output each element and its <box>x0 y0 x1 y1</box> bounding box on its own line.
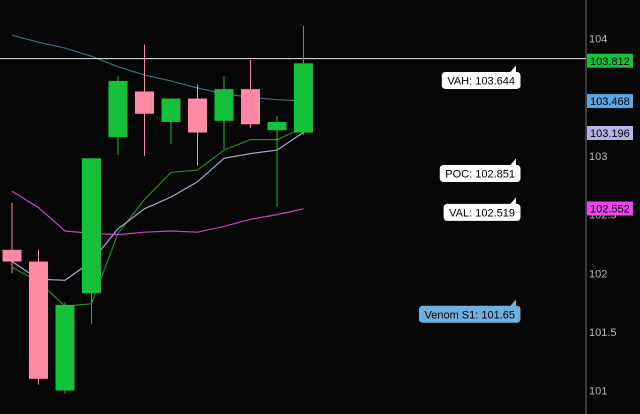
series-line-1 <box>11 132 304 281</box>
price-tag-label: 103.196 <box>590 128 630 140</box>
price-tick-label: 102 <box>589 268 607 280</box>
candle-body[interactable] <box>29 261 48 379</box>
price-tags: 103.812 103.468 103.196 102.552 <box>587 53 633 216</box>
price-tick-label: 103 <box>589 151 607 163</box>
price-tick-label: 104 <box>589 34 607 46</box>
price-tag-label: 102.552 <box>590 204 630 216</box>
price-tag: 103.812 <box>587 53 633 68</box>
level-callout: Venom S1: 101.65 <box>418 299 521 323</box>
candle-body[interactable] <box>241 89 260 125</box>
price-tag: 102.552 <box>587 201 633 216</box>
price-tag-background <box>587 94 633 109</box>
callout-pointer <box>510 299 516 307</box>
level-callouts: VAH: 103.644 POC: 102.851 VAL: 102.519 Veno… <box>418 65 521 323</box>
series-line-0 <box>11 127 304 307</box>
series-line-2 <box>11 190 304 236</box>
callout-box <box>439 164 521 182</box>
callout-label: POC: 102.851 <box>445 168 515 180</box>
callout-pointer <box>510 65 516 73</box>
indicator-lines <box>11 34 304 307</box>
price-tag-background <box>587 201 633 216</box>
candle-body[interactable] <box>294 63 313 133</box>
candle-body[interactable] <box>55 304 75 391</box>
candle-body[interactable] <box>267 121 287 131</box>
price-tick-label: 101.5 <box>589 327 617 339</box>
callout-box <box>441 71 521 89</box>
callout-pointer <box>510 158 516 166</box>
price-tag: 103.468 <box>587 94 633 109</box>
level-callout: VAL: 102.519 <box>443 197 521 221</box>
callout-box <box>443 203 521 221</box>
level-callout: POC: 102.851 <box>439 158 521 182</box>
level-callout: VAH: 103.644 <box>441 65 521 89</box>
candle-body[interactable] <box>108 80 128 138</box>
candle-body[interactable] <box>82 158 101 294</box>
candle-body[interactable] <box>161 98 181 122</box>
callout-pointer <box>510 197 516 205</box>
callout-label: Venom S1: 101.65 <box>424 309 515 321</box>
price-tag-label: 103.812 <box>590 56 630 68</box>
candle-body[interactable] <box>214 89 234 121</box>
candle-body[interactable] <box>2 249 22 262</box>
price-tag-background <box>587 125 633 140</box>
candle-body[interactable] <box>188 98 207 133</box>
candle-body[interactable] <box>135 91 154 114</box>
price-tag: 103.196 <box>587 125 633 140</box>
callout-label: VAL: 102.519 <box>449 207 515 219</box>
price-tick-label: 101 <box>589 386 607 398</box>
price-tag-background <box>587 53 633 68</box>
candles <box>2 25 313 395</box>
callout-label: VAH: 103.644 <box>447 75 515 87</box>
callout-box <box>418 305 521 323</box>
price-tag-label: 103.468 <box>590 96 630 108</box>
